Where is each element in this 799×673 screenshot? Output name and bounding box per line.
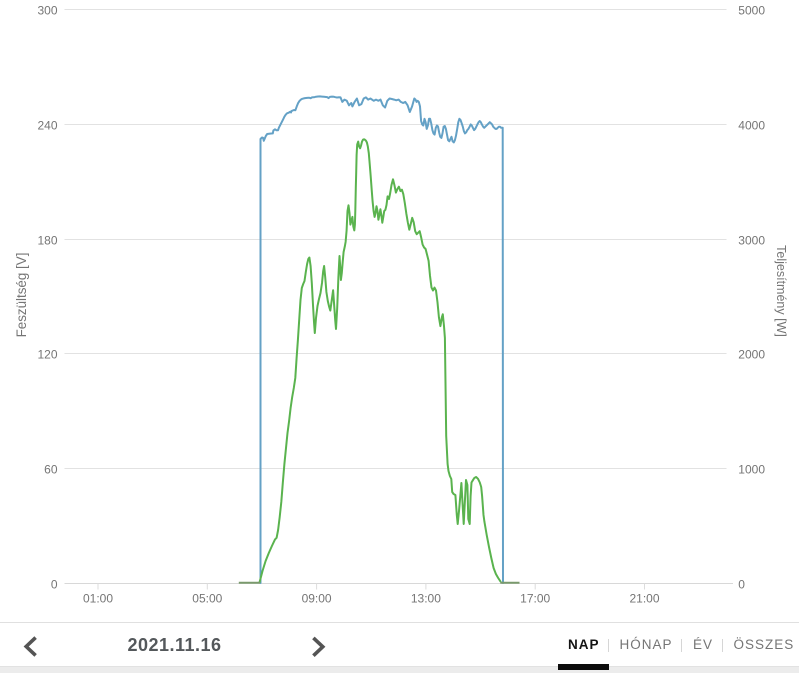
svg-text:1000: 1000	[738, 463, 765, 477]
svg-text:3000: 3000	[738, 234, 765, 248]
svg-text:180: 180	[37, 234, 57, 248]
svg-text:21:00: 21:00	[629, 592, 659, 606]
svg-text:240: 240	[37, 119, 57, 133]
svg-text:0: 0	[738, 578, 745, 592]
svg-text:01:00: 01:00	[83, 592, 113, 606]
svg-text:0: 0	[51, 578, 58, 592]
svg-text:09:00: 09:00	[302, 592, 332, 606]
svg-text:Teljesítmény [W]: Teljesítmény [W]	[774, 245, 788, 337]
svg-text:120: 120	[37, 348, 57, 362]
svg-text:17:00: 17:00	[520, 592, 550, 606]
svg-text:5000: 5000	[738, 4, 765, 18]
svg-text:05:00: 05:00	[192, 592, 222, 606]
svg-text:300: 300	[37, 4, 57, 18]
svg-text:13:00: 13:00	[411, 592, 441, 606]
svg-text:60: 60	[44, 463, 58, 477]
svg-text:2000: 2000	[738, 348, 765, 362]
svg-text:Feszültség [V]: Feszültség [V]	[14, 253, 29, 338]
svg-text:4000: 4000	[738, 119, 765, 133]
